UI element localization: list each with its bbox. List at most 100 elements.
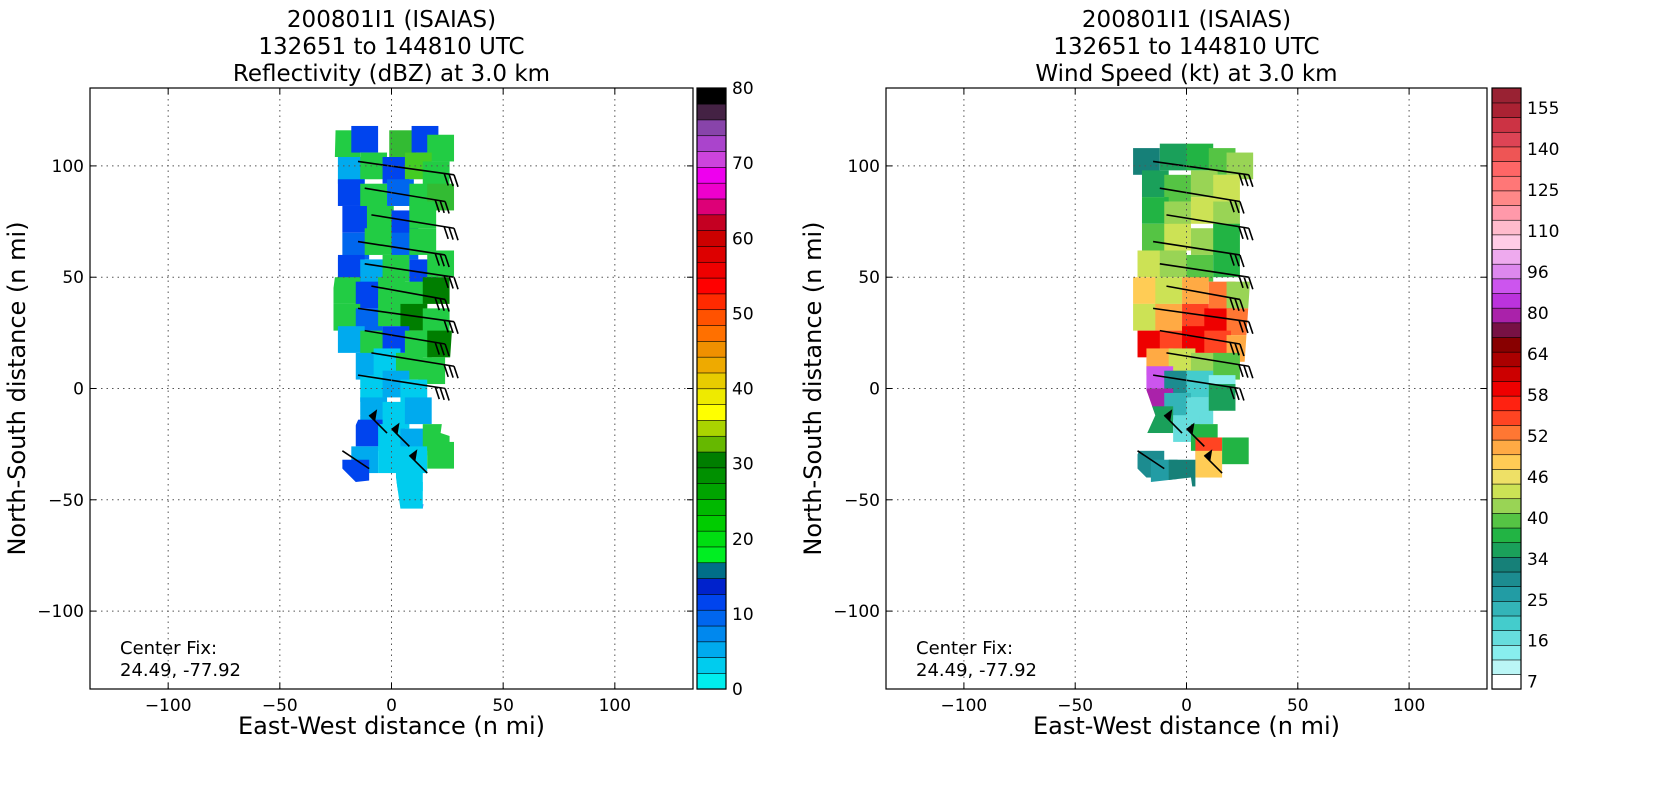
reflectivity-field-cell: [333, 277, 361, 304]
reflectivity-colorbar-segment: [696, 467, 727, 484]
reflectivity-barb-staff: [364, 187, 446, 203]
wind-barb-staff: [1159, 263, 1249, 278]
wind-colorbar-tick-label: 7: [1527, 673, 1538, 693]
wind-colorbar-segment: [1491, 498, 1522, 514]
reflectivity-field-cell: [395, 481, 423, 509]
reflectivity-barb-flag: [439, 343, 445, 356]
reflectivity-barb-flag: [453, 365, 459, 379]
wind-barb-flag: [1234, 254, 1240, 267]
wind-barb-flag: [1234, 343, 1240, 356]
reflectivity-field-cell: [427, 134, 455, 162]
wind-colorbar-tick-label: 16: [1527, 632, 1549, 652]
wind-barb-flag: [1239, 343, 1245, 357]
reflectivity-colorbar-segment: [696, 309, 727, 326]
reflectivity-colorbar-segment: [696, 293, 727, 311]
wind-colorbar-segment: [1491, 160, 1522, 177]
reflectivity-colorbar-frame: [696, 87, 727, 690]
wind-colorbar-segment: [1491, 644, 1522, 661]
wind-radar-field: [1133, 143, 1254, 545]
wind-barb-flag: [1229, 342, 1235, 355]
reflectivity-barb-flag: [448, 227, 454, 240]
reflectivity-field-cell: [404, 397, 432, 425]
reflectivity-center-fix-label: Center Fix:: [120, 638, 217, 659]
reflectivity-barb-flag: [444, 201, 450, 214]
wind-barb-staff: [1166, 214, 1249, 230]
reflectivity-field-cell: [427, 441, 455, 469]
reflectivity-ylabel: North-South distance (n mi): [3, 221, 31, 555]
wind-barb-flag: [1229, 386, 1235, 400]
reflectivity-barb-flag: [448, 365, 454, 378]
reflectivity-colorbar-segment: [696, 625, 727, 643]
wind-barb-flag: [1248, 227, 1254, 241]
reflectivity-field-cell: [351, 125, 379, 153]
reflectivity-colorbar-segment: [696, 498, 727, 516]
wind-barb-flag: [1248, 365, 1254, 379]
reflectivity-colorbar-segment: [696, 198, 727, 216]
reflectivity-ytick-label: 100: [52, 157, 84, 177]
reflectivity-xtick-label: −100: [145, 696, 192, 716]
reflectivity-barb-flag: [453, 227, 459, 241]
reflectivity-field-cell: [355, 281, 383, 309]
wind-colorbar-segment: [1491, 659, 1522, 675]
reflectivity-colorbar-segment: [696, 372, 727, 390]
reflectivity-barb-staff: [371, 352, 455, 368]
reflectivity-colorbar-segment: [696, 356, 727, 374]
reflectivity-colorbar-segment: [696, 514, 727, 532]
wind-ytick-label: 50: [858, 268, 880, 288]
reflectivity-colorbar-segment: [696, 546, 727, 564]
wind-title-line3: Wind Speed (kt) at 3.0 km: [1035, 61, 1337, 87]
wind-barb-flag: [1243, 320, 1249, 334]
wind-field-cell: [1226, 281, 1254, 309]
reflectivity-barb-flag: [448, 276, 454, 289]
reflectivity-colorbar-segment: [696, 657, 727, 674]
wind-center-fix-coords: 24.49, -77.92: [916, 660, 1037, 681]
wind-barb-staff: [1137, 450, 1165, 470]
wind-colorbar-segment: [1491, 234, 1522, 250]
wind-field-cell: [1168, 459, 1196, 487]
wind-colorbar-frame: [1491, 87, 1522, 690]
wind-colorbar-tick-label: 96: [1527, 263, 1549, 283]
wind-barb-flag: [1229, 297, 1235, 311]
reflectivity-colorbar-tick-label: 40: [732, 380, 754, 400]
reflectivity-panel: 200801I1 (ISAIAS) 132651 to 144810 UTC R…: [3, 7, 754, 740]
wind-barb-flag: [1238, 226, 1244, 240]
reflectivity-barb-flag: [448, 320, 454, 334]
wind-field-cell: [1133, 277, 1160, 304]
wind-barb-staff: [1159, 329, 1241, 345]
reflectivity-colorbar-segment: [696, 135, 727, 152]
wind-colorbar-segment: [1491, 380, 1522, 397]
wind-barb-flag: [1234, 200, 1240, 214]
wind-colorbar-tick-label: 155: [1527, 99, 1559, 119]
wind-colorbar-segment: [1491, 175, 1522, 192]
reflectivity-barb-staff: [371, 285, 446, 301]
wind-barb-flag: [1243, 227, 1249, 240]
wind-barb-flag: [1243, 365, 1249, 378]
wind-colorbar-segment: [1491, 483, 1522, 500]
reflectivity-barb-flag: [439, 200, 445, 214]
wind-colorbar-segment: [1491, 102, 1522, 118]
reflectivity-colorbar-segment: [696, 530, 727, 548]
reflectivity-colorbar-segment: [696, 388, 727, 405]
reflectivity-colorbar-segment: [696, 150, 727, 168]
wind-barb-pennant: [1164, 409, 1173, 422]
reflectivity-colorbar: 0 10 20 30 40 50 60 70 80: [696, 79, 754, 700]
reflectivity-field-cell: [337, 326, 365, 353]
reflectivity-colorbar-segment: [696, 277, 727, 295]
reflectivity-barb-flag: [434, 386, 441, 400]
wind-colorbar-segment: [1491, 600, 1522, 617]
reflectivity-barb-flag: [444, 299, 450, 312]
wind-colorbar-segment: [1491, 146, 1522, 162]
reflectivity-field-cell: [422, 504, 450, 509]
wind-ylabel: North-South distance (n mi): [799, 221, 827, 555]
reflectivity-field-cell: [342, 205, 370, 233]
wind-field-cell: [1200, 518, 1227, 545]
wind-colorbar-tick-label: 25: [1527, 591, 1549, 611]
wind-colorbar-segment: [1491, 395, 1522, 412]
reflectivity-barb-staff: [371, 214, 455, 230]
reflectivity-barb-pennant: [369, 409, 378, 422]
wind-colorbar-segment: [1491, 424, 1522, 441]
wind-colorbar-segment: [1491, 615, 1522, 631]
wind-colorbar-tick-label: 125: [1527, 181, 1559, 201]
reflectivity-grid: [90, 88, 693, 689]
